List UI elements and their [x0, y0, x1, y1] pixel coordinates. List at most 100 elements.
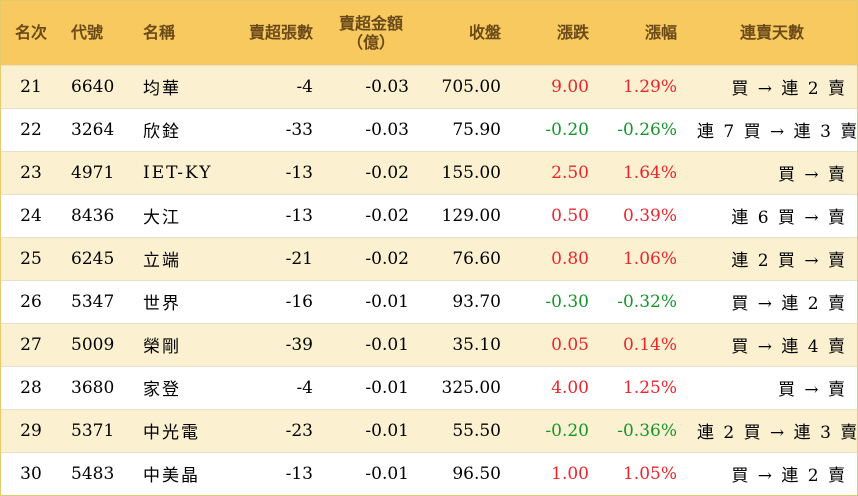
net-sell-lots-cell: -23	[285, 420, 313, 441]
streak-cell: 買 → 連 2 賣	[731, 79, 847, 99]
change-cell: 1.00	[551, 463, 589, 484]
code-cell: 8436	[71, 205, 115, 226]
close-price-cell: 76.60	[452, 248, 501, 269]
change-pct-cell: 1.29%	[622, 76, 677, 97]
change-cell: 0.50	[551, 205, 589, 226]
change-pct-cell: 1.06%	[622, 248, 677, 269]
table-row[interactable]: 27 5009 榮剛 -39 -0.01 35.10 0.05 0.14% 買 → 連 4 賣	[1, 323, 857, 366]
rank-cell: 27	[20, 334, 42, 355]
rank-cell: 26	[20, 291, 42, 312]
streak-cell: 買 → 賣	[777, 165, 847, 185]
name-cell: 中美晶	[143, 466, 200, 487]
table-row[interactable]: 21 6640 均華 -4 -0.03 705.00 9.00 1.29% 買 → 連 2 賣	[1, 65, 857, 108]
close-price-cell: 155.00	[441, 162, 501, 183]
code-cell: 6640	[71, 76, 115, 97]
net-sell-lots-cell: -33	[285, 119, 313, 140]
rank-cell: 28	[20, 377, 42, 398]
change-pct-cell: 0.14%	[622, 334, 677, 355]
code-cell: 5483	[71, 463, 115, 484]
header-streak[interactable]: 連賣天數	[739, 23, 804, 43]
name-cell: 榮剛	[143, 337, 181, 357]
name-cell: 世界	[143, 294, 181, 314]
name-cell: 均華	[143, 79, 181, 99]
net-sell-lots-cell: -21	[285, 248, 313, 269]
net-sell-amount-cell: -0.01	[365, 334, 409, 355]
change-cell: 9.00	[551, 76, 589, 97]
net-sell-amount-cell: -0.01	[365, 463, 409, 484]
header-code[interactable]: 代號	[71, 23, 104, 43]
close-price-cell: 55.50	[452, 420, 501, 441]
header-change-pct[interactable]: 漲幅	[644, 23, 677, 43]
header-net-sell-lots[interactable]: 賣超張數	[248, 23, 313, 43]
header-row: 名次 代號 名稱 賣超張數 賣超金額 （億） 收盤 漲跌 漲幅 連賣天數	[1, 1, 857, 65]
streak-cell: 連 6 買 → 賣	[731, 208, 847, 228]
change-cell: -0.20	[545, 119, 589, 140]
table-row[interactable]: 30 5483 中美晶 -13 -0.01 96.50 1.00 1.05% 買 → 連 2 賣	[1, 452, 857, 495]
close-price-cell: 705.00	[441, 76, 501, 97]
streak-cell: 連 2 買 → 賣	[731, 251, 847, 271]
change-pct-cell: 1.64%	[622, 162, 677, 183]
streak-cell: 買 → 連 2 賣	[731, 294, 847, 314]
header-rank[interactable]: 名次	[14, 23, 47, 43]
name-cell: 中光電	[143, 423, 200, 443]
header-net-sell-amount[interactable]: 賣超金額 （億）	[323, 1, 419, 65]
name-cell: 欣銓	[143, 122, 181, 142]
net-sell-lots-cell: -39	[285, 334, 313, 355]
header-name[interactable]: 名稱	[143, 23, 176, 43]
change-pct-cell: 0.39%	[622, 205, 677, 226]
table-header: 名次 代號 名稱 賣超張數 賣超金額 （億） 收盤 漲跌 漲幅 連賣天數	[1, 1, 857, 65]
name-cell: 大江	[143, 208, 181, 228]
net-sell-amount-cell: -0.02	[365, 248, 409, 269]
table-row[interactable]: 28 3680 家登 -4 -0.01 325.00 4.00 1.25% 買 → 賣	[1, 366, 857, 409]
streak-cell: 買 → 連 4 賣	[731, 337, 847, 357]
net-sell-lots-cell: -13	[285, 463, 313, 484]
net-sell-lots-cell: -13	[285, 205, 313, 226]
change-cell: 0.05	[551, 334, 589, 355]
streak-cell: 買 → 賣	[777, 380, 847, 400]
code-cell: 5371	[71, 420, 115, 441]
code-cell: 6245	[71, 248, 115, 269]
change-cell: 2.50	[551, 162, 589, 183]
streak-cell: 買 → 連 2 賣	[731, 466, 847, 487]
code-cell: 5347	[71, 291, 115, 312]
change-cell: 0.80	[551, 248, 589, 269]
close-price-cell: 93.70	[452, 291, 501, 312]
table-row[interactable]: 23 4971 IET-KY -13 -0.02 155.00 2.50 1.64% 買 → 賣	[1, 151, 857, 194]
net-sell-amount-cell: -0.01	[365, 420, 409, 441]
header-close[interactable]: 收盤	[468, 23, 501, 43]
net-sell-amount-cell: -0.03	[365, 76, 409, 97]
change-pct-cell: -0.32%	[617, 291, 677, 312]
table-row[interactable]: 22 3264 欣銓 -33 -0.03 75.90 -0.20 -0.26% 連 7 買 → …	[1, 108, 857, 151]
rank-cell: 23	[20, 162, 42, 183]
change-cell: 4.00	[551, 377, 589, 398]
header-change[interactable]: 漲跌	[556, 23, 589, 43]
table-row[interactable]: 25 6245 立端 -21 -0.02 76.60 0.80 1.06% 連 2 買 → 賣	[1, 237, 857, 280]
table-row[interactable]: 29 5371 中光電 -23 -0.01 55.50 -0.20 -0.36% 連 2 買 →…	[1, 409, 857, 452]
change-pct-cell: -0.26%	[617, 119, 677, 140]
close-price-cell: 129.00	[441, 205, 501, 226]
name-cell: IET-KY	[143, 162, 213, 183]
name-cell: 立端	[143, 251, 181, 271]
streak-cell: 連 7 買 → 連 3 賣	[697, 122, 857, 142]
table-row[interactable]: 26 5347 世界 -16 -0.01 93.70 -0.30 -0.32% 買 → 連 2 …	[1, 280, 857, 323]
name-cell: 家登	[143, 380, 181, 400]
code-cell: 3264	[71, 119, 115, 140]
net-sell-amount-cell: -0.02	[365, 162, 409, 183]
close-price-cell: 75.90	[452, 119, 501, 140]
streak-cell: 連 2 買 → 連 3 賣	[697, 423, 857, 443]
net-sell-amount-cell: -0.01	[365, 377, 409, 398]
net-sell-lots-cell: -13	[285, 162, 313, 183]
code-cell: 5009	[71, 334, 115, 355]
close-price-cell: 35.10	[452, 334, 501, 355]
header-net-sell-amount-line1: 賣超金額	[338, 13, 403, 33]
table-row[interactable]: 24 8436 大江 -13 -0.02 129.00 0.50 0.39% 連 6 買 → 賣	[1, 194, 857, 237]
rank-cell: 24	[20, 205, 42, 226]
change-pct-cell: -0.36%	[617, 420, 677, 441]
net-sell-lots-cell: -16	[285, 291, 313, 312]
change-pct-cell: 1.05%	[622, 463, 677, 484]
net-sell-amount-cell: -0.01	[365, 291, 409, 312]
change-cell: -0.20	[545, 420, 589, 441]
